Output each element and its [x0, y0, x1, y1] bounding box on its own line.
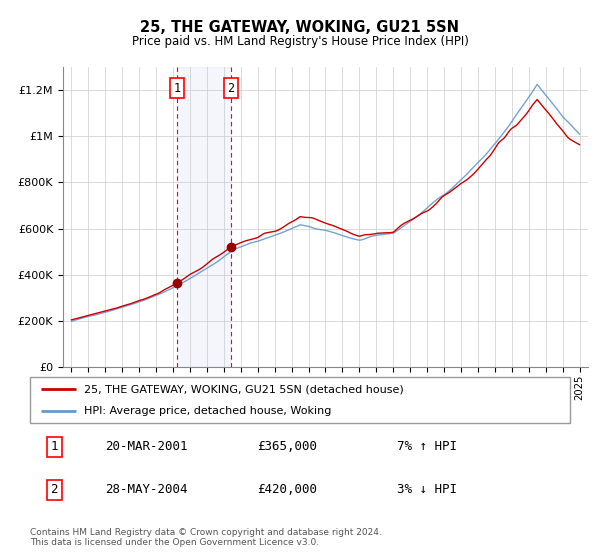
FancyBboxPatch shape — [30, 377, 570, 423]
Text: £365,000: £365,000 — [257, 440, 317, 453]
Bar — [177, 67, 230, 367]
Text: 25, THE GATEWAY, WOKING, GU21 5SN: 25, THE GATEWAY, WOKING, GU21 5SN — [140, 20, 460, 35]
Text: Price paid vs. HM Land Registry's House Price Index (HPI): Price paid vs. HM Land Registry's House … — [131, 35, 469, 48]
Text: HPI: Average price, detached house, Woking: HPI: Average price, detached house, Woki… — [84, 407, 331, 416]
Text: 7% ↑ HPI: 7% ↑ HPI — [397, 440, 457, 453]
Text: 2: 2 — [227, 82, 234, 95]
Text: Contains HM Land Registry data © Crown copyright and database right 2024.
This d: Contains HM Land Registry data © Crown c… — [30, 528, 382, 547]
Text: 20-MAR-2001: 20-MAR-2001 — [106, 440, 188, 453]
Text: £420,000: £420,000 — [257, 483, 317, 496]
Text: 28-MAY-2004: 28-MAY-2004 — [106, 483, 188, 496]
Text: 25, THE GATEWAY, WOKING, GU21 5SN (detached house): 25, THE GATEWAY, WOKING, GU21 5SN (detac… — [84, 384, 404, 394]
Text: 2: 2 — [50, 483, 58, 496]
Text: 3% ↓ HPI: 3% ↓ HPI — [397, 483, 457, 496]
Text: 1: 1 — [50, 440, 58, 453]
Text: 1: 1 — [173, 82, 181, 95]
